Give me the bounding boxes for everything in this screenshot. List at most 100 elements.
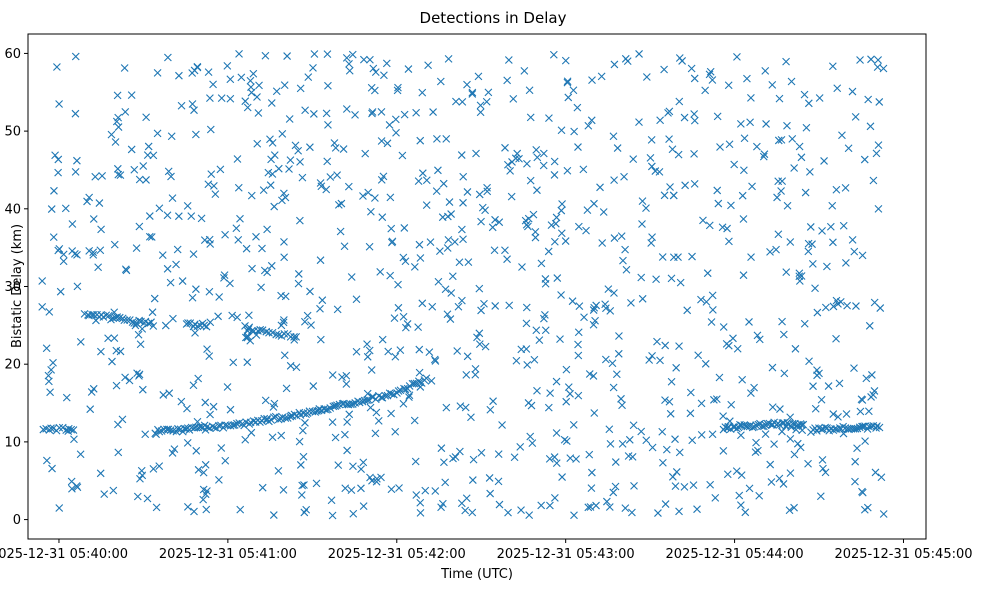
noise-detection xyxy=(601,355,610,364)
noise-detection xyxy=(279,486,288,494)
noise-detection xyxy=(813,371,821,380)
noise-detection xyxy=(800,319,809,328)
noise-detection xyxy=(337,199,346,208)
noise-detection xyxy=(309,110,318,118)
noise-detection xyxy=(701,86,710,95)
noise-detection xyxy=(441,285,450,294)
noise-detection xyxy=(853,444,861,453)
y-tick-label: 30 xyxy=(4,280,21,295)
noise-detection xyxy=(237,73,246,82)
noise-detection xyxy=(378,335,387,344)
noise-detection xyxy=(545,454,554,463)
noise-detection xyxy=(266,135,274,144)
noise-detection xyxy=(506,167,515,175)
noise-detection xyxy=(592,301,601,310)
noise-detection xyxy=(775,474,784,483)
noise-detection xyxy=(599,208,608,216)
noise-detection xyxy=(741,508,750,517)
noise-detection xyxy=(584,503,593,512)
noise-detection xyxy=(797,153,806,162)
noise-detection xyxy=(783,201,792,210)
noise-detection xyxy=(530,355,539,364)
noise-detection xyxy=(393,86,402,95)
noise-detection xyxy=(300,317,309,326)
track-detection xyxy=(47,424,55,433)
track-detection xyxy=(174,424,182,433)
noise-detection xyxy=(472,149,480,158)
noise-detection xyxy=(754,446,762,455)
noise-detection xyxy=(648,443,657,452)
noise-detection xyxy=(839,429,848,438)
noise-detection xyxy=(642,436,651,445)
noise-detection xyxy=(786,413,795,422)
noise-detection xyxy=(89,384,98,393)
noise-detection xyxy=(133,369,141,378)
noise-detection xyxy=(394,280,402,289)
noise-detection xyxy=(377,108,386,116)
noise-detection xyxy=(525,511,534,520)
noise-detection xyxy=(280,237,288,246)
noise-detection xyxy=(253,93,261,101)
noise-detection xyxy=(416,254,425,262)
noise-detection xyxy=(468,88,477,97)
noise-detection xyxy=(164,167,173,176)
noise-detection xyxy=(203,345,211,353)
noise-detection xyxy=(858,396,867,404)
noise-detection xyxy=(604,285,613,294)
noise-detection xyxy=(610,289,618,297)
noise-detection xyxy=(244,311,253,320)
noise-detection xyxy=(392,128,400,137)
noise-detection xyxy=(294,270,303,278)
noise-detection xyxy=(96,347,105,356)
noise-detection xyxy=(345,59,353,68)
noise-detection xyxy=(552,459,561,468)
noise-detection xyxy=(253,139,262,148)
noise-detection xyxy=(647,239,656,247)
noise-detection xyxy=(708,305,717,314)
noise-detection xyxy=(513,149,522,158)
noise-detection xyxy=(215,293,224,301)
noise-detection xyxy=(138,385,147,394)
noise-detection xyxy=(658,427,667,436)
noise-detection xyxy=(609,132,618,141)
noise-detection xyxy=(442,403,451,412)
noise-detection xyxy=(439,179,448,188)
noise-detection xyxy=(804,99,813,108)
noise-detection xyxy=(235,49,243,58)
track-detection xyxy=(858,422,866,431)
noise-detection xyxy=(42,344,51,353)
noise-detection xyxy=(671,482,680,490)
noise-detection xyxy=(416,498,425,507)
noise-detection xyxy=(340,430,349,439)
noise-detection xyxy=(382,59,391,68)
noise-detection xyxy=(653,337,661,346)
noise-detection xyxy=(587,484,596,493)
noise-detection xyxy=(326,173,335,181)
noise-detection xyxy=(424,61,432,70)
noise-detection xyxy=(342,380,351,388)
noise-detection xyxy=(624,452,633,460)
noise-detection xyxy=(206,94,214,103)
track-detection xyxy=(256,325,265,334)
noise-detection xyxy=(241,435,250,444)
noise-detection xyxy=(449,454,457,463)
noise-detection xyxy=(738,191,747,200)
noise-detection xyxy=(618,440,627,448)
noise-detection xyxy=(241,97,250,106)
noise-detection xyxy=(569,421,578,429)
noise-detection xyxy=(153,129,162,138)
noise-detection xyxy=(821,468,830,477)
noise-detection xyxy=(823,262,831,271)
noise-detection xyxy=(620,172,628,181)
noise-detection xyxy=(174,212,183,221)
noise-detection xyxy=(690,110,699,118)
noise-detection xyxy=(609,383,618,392)
noise-detection xyxy=(248,264,256,273)
noise-detection xyxy=(399,253,408,262)
noise-detection xyxy=(243,103,252,112)
noise-detection xyxy=(322,185,331,194)
noise-detection xyxy=(621,245,629,254)
noise-detection xyxy=(752,142,761,151)
noise-detection xyxy=(606,306,615,315)
noise-detection xyxy=(352,295,361,304)
